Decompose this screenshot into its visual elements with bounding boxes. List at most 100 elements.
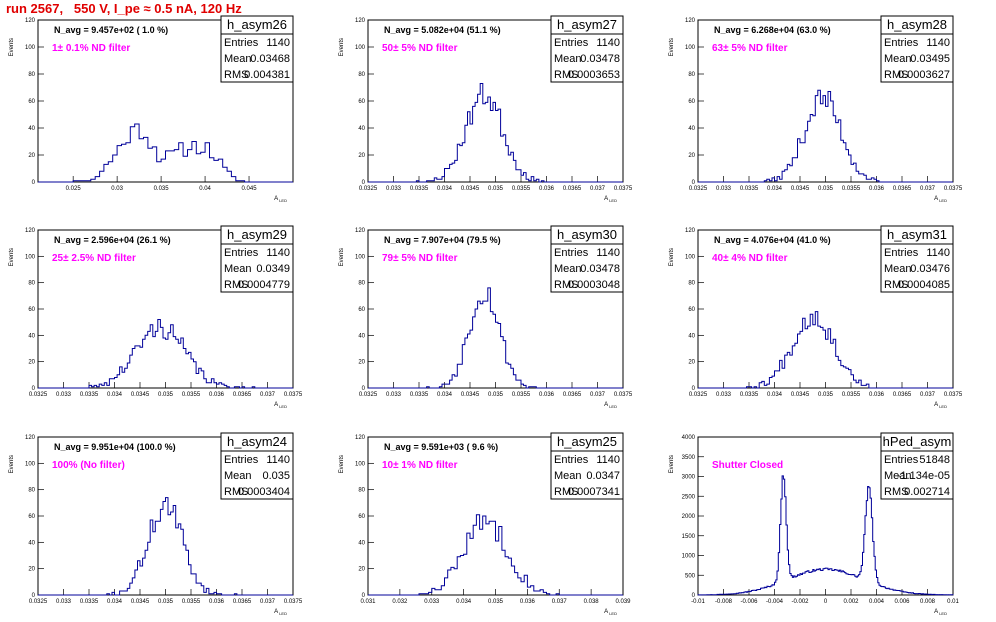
- y-axis-label: Events: [669, 38, 675, 56]
- stats-label-entries: Entries: [224, 454, 259, 466]
- x-tick-label: 0.034: [437, 392, 453, 398]
- stats-box: [880, 33, 954, 83]
- stats-label-mean: Mean: [554, 263, 582, 275]
- y-tick-label: 40: [28, 333, 35, 339]
- y-tick-label: 40: [28, 126, 35, 132]
- stats-box: [550, 450, 624, 500]
- x-tick-label: 0.034: [767, 186, 783, 192]
- stats-value-entries: 1140: [266, 37, 290, 49]
- y-tick-label: 120: [355, 18, 366, 24]
- x-tick-label: 0.0355: [512, 392, 531, 398]
- histogram-line: [38, 319, 293, 389]
- y-tick-label: 60: [688, 307, 695, 313]
- x-tick-label: 0.0335: [740, 392, 759, 398]
- stats-value-entries: 51848: [919, 454, 950, 466]
- x-tick-label: 0.0335: [410, 392, 429, 398]
- stats-label-mean: Mean: [224, 470, 252, 482]
- x-tick-label: 0.0355: [182, 392, 201, 398]
- histogram-panel-h_asym25: 0 20 40 60 80 100 120 Events 0.031 0.032 0.033 0.03…: [339, 432, 631, 616]
- y-tick-label: 2500: [682, 494, 696, 500]
- x-tick-label: 0.0375: [284, 599, 303, 605]
- filter-note: Shutter Closed: [712, 460, 783, 471]
- x-tick-label: 0.045: [242, 186, 258, 192]
- x-tick-label: 0.035: [488, 392, 504, 398]
- y-tick-label: 60: [688, 99, 695, 105]
- y-tick-label: 3000: [682, 475, 696, 481]
- stats-value-rms: 0.0003048: [568, 279, 620, 291]
- y-tick-label: 100: [355, 461, 366, 467]
- stats-value-mean: 0.035: [262, 470, 290, 482]
- y-tick-label: 60: [358, 99, 365, 105]
- y-axis-label: Events: [9, 248, 15, 266]
- y-tick-label: 80: [688, 281, 695, 287]
- y-axis-label: Events: [9, 455, 15, 473]
- filter-note: 50± 5% ND filter: [382, 43, 458, 54]
- y-tick-label: 120: [25, 228, 36, 234]
- x-tick-label: 0: [824, 599, 828, 605]
- stats-label-rms: RMS: [224, 279, 248, 291]
- stats-value-rms: 0.0003653: [568, 69, 620, 81]
- x-tick-label: 0.034: [767, 392, 783, 398]
- y-tick-label: 0: [362, 386, 366, 392]
- x-tick-label: 0.0365: [233, 392, 252, 398]
- x-tick-label: 0.035: [154, 186, 170, 192]
- x-tick-label: 0.0345: [791, 186, 810, 192]
- stats-label-entries: Entries: [554, 454, 589, 466]
- stats-label-mean: Mean: [554, 53, 582, 65]
- y-tick-label: 500: [685, 573, 696, 579]
- x-tick-label: 0.0335: [80, 599, 99, 605]
- y-tick-label: 60: [358, 307, 365, 313]
- y-tick-label: 100: [25, 461, 36, 467]
- x-tick-label: 0.0375: [614, 392, 633, 398]
- histogram-panel-h_asym26: 0 20 40 60 80 100 120 Events 0.025 0.03 0.035 0.04 0…: [9, 15, 294, 203]
- x-tick-label: 0.004: [869, 599, 885, 605]
- x-tick-label: 0.0355: [512, 186, 531, 192]
- y-tick-label: 80: [358, 281, 365, 287]
- stats-box: [550, 243, 624, 293]
- y-tick-label: 20: [28, 567, 35, 573]
- y-tick-label: 100: [355, 45, 366, 51]
- y-tick-label: 0: [32, 593, 36, 599]
- y-tick-label: 120: [25, 435, 36, 441]
- stats-value-mean: 0.03468: [250, 53, 290, 65]
- y-tick-label: 120: [685, 18, 696, 24]
- x-tick-label: 0.0365: [233, 599, 252, 605]
- x-tick-label: 0.033: [386, 186, 402, 192]
- stats-label-mean: Mean: [884, 53, 912, 65]
- histogram-title: h_asym27: [557, 17, 617, 32]
- x-tick-label: 0.036: [209, 599, 225, 605]
- y-axis-label: Events: [669, 248, 675, 266]
- y-tick-label: 20: [28, 153, 35, 159]
- y-tick-label: 20: [358, 360, 365, 366]
- x-tick-label: 0.035: [818, 186, 834, 192]
- x-tick-label: 0.037: [920, 392, 936, 398]
- x-tick-label: 0.0365: [893, 186, 912, 192]
- navg-annotation: N_avg = 2.596e+04 (26.1 %): [54, 235, 171, 245]
- stats-box: [550, 33, 624, 83]
- x-tick-label: 0.0345: [461, 186, 480, 192]
- x-tick-label: 0.038: [584, 599, 600, 605]
- x-axis-label: A LED: [604, 196, 617, 203]
- x-tick-label: 0.0375: [944, 392, 963, 398]
- y-tick-label: 100: [25, 45, 36, 51]
- stats-value-rms: 0.002714: [904, 486, 950, 498]
- x-tick-label: 0.036: [209, 392, 225, 398]
- x-tick-label: 0.0375: [614, 186, 633, 192]
- x-tick-label: 0.034: [437, 186, 453, 192]
- x-tick-label: 0.039: [615, 599, 631, 605]
- x-tick-label: 0.035: [818, 392, 834, 398]
- x-tick-label: -0.006: [740, 599, 758, 605]
- x-tick-label: 0.01: [947, 599, 959, 605]
- stats-value-entries: 1140: [596, 454, 620, 466]
- stats-value-rms: 0.0004085: [898, 279, 950, 291]
- stats-value-entries: 1140: [926, 247, 950, 259]
- y-tick-label: 1500: [682, 534, 696, 540]
- histogram-line: [697, 475, 954, 596]
- x-tick-label: 0.033: [386, 392, 402, 398]
- x-tick-label: 0.035: [158, 599, 174, 605]
- x-tick-label: 0.0345: [461, 392, 480, 398]
- stats-value-entries: 1140: [926, 37, 950, 49]
- stats-box: [880, 450, 954, 500]
- y-tick-label: 0: [362, 180, 366, 186]
- histogram-panel-h_asym28: 0 20 40 60 80 100 120 Events 0.0325 0.033 0.0335 0.…: [669, 15, 963, 203]
